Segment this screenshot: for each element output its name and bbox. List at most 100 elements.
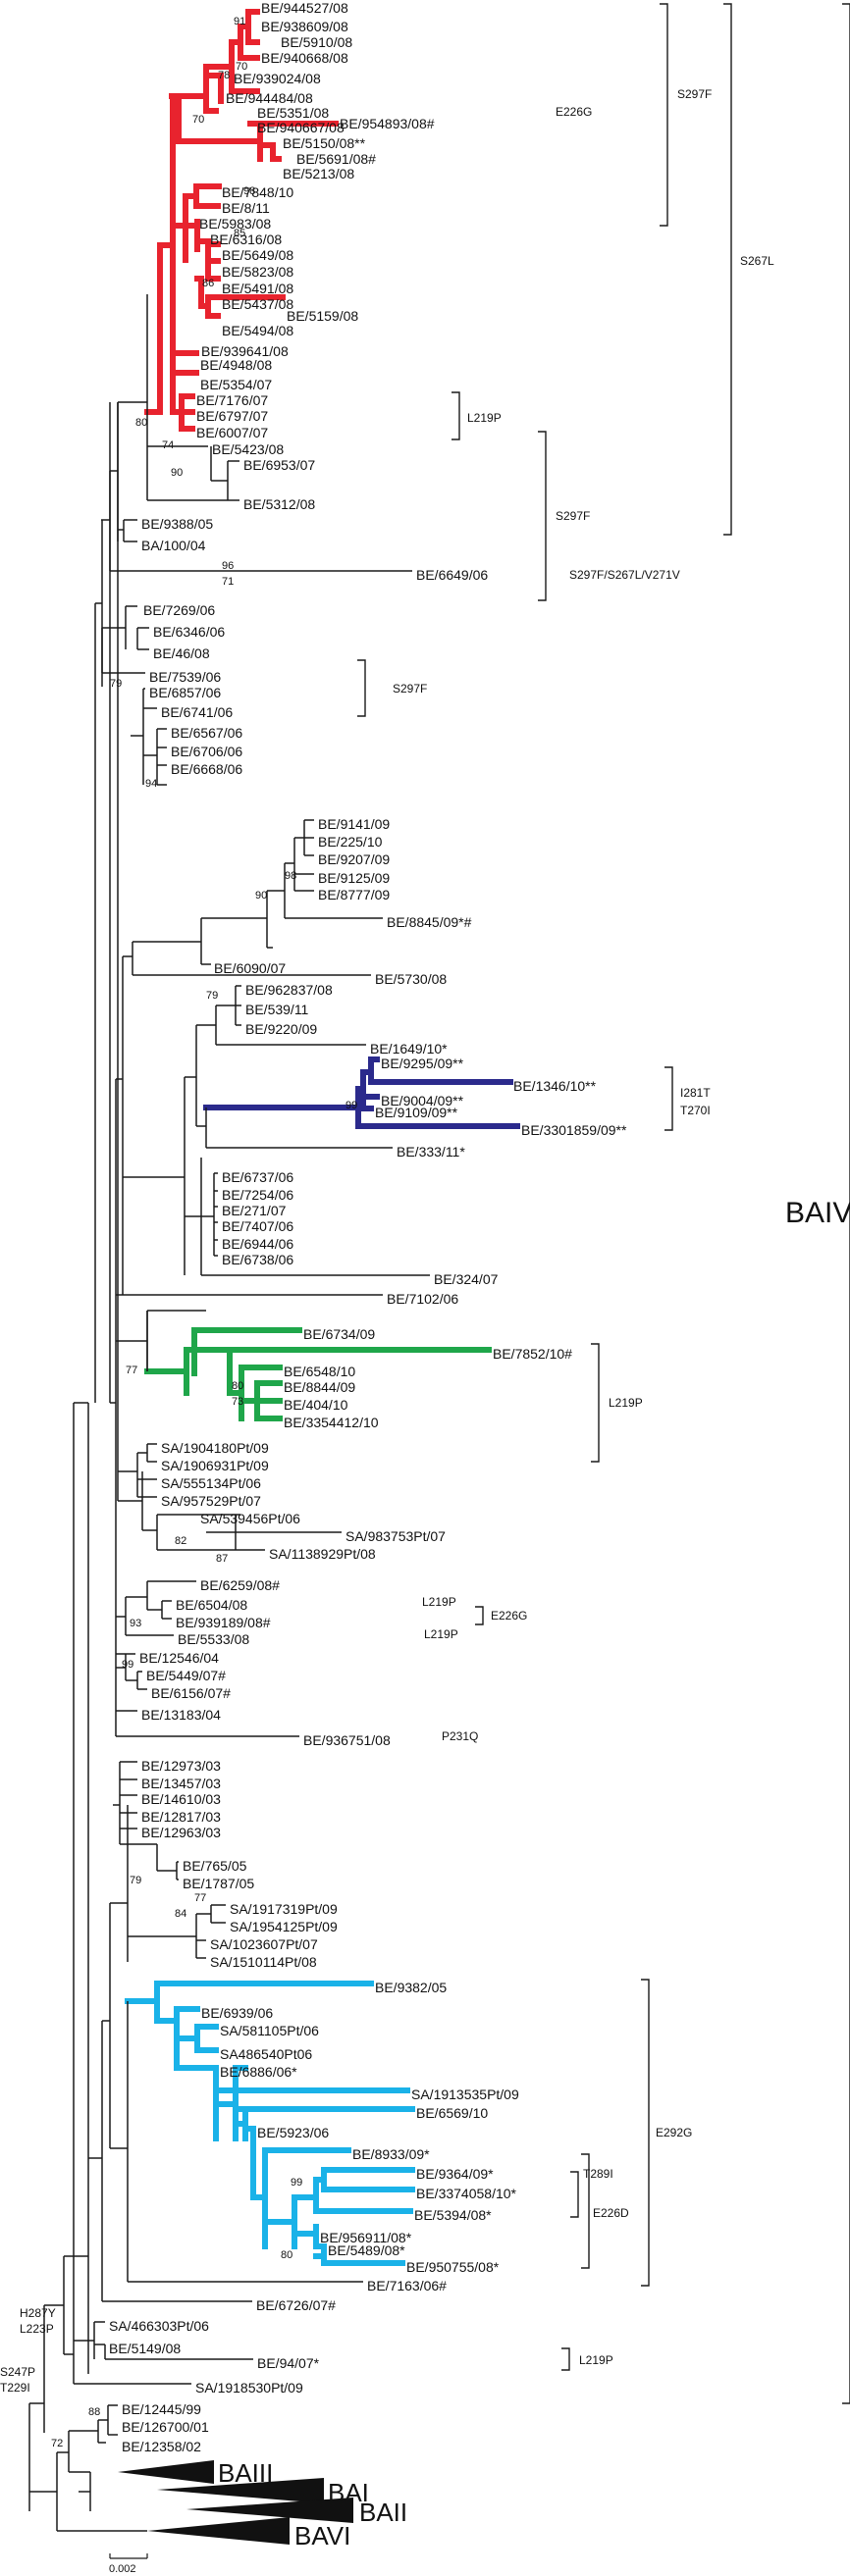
bracket-t289i	[570, 2171, 579, 2218]
leaf-label: BE/225/10	[318, 834, 383, 850]
leaf-label: BE/1787/05	[183, 1876, 254, 1891]
leaf-label: SA/1913535Pt/09	[411, 2087, 519, 2102]
leaf-label: BE/7163/06#	[367, 2278, 447, 2293]
bracket-e226g	[475, 1606, 484, 1625]
leaf-label: BE/1346/10**	[513, 1078, 597, 1094]
bootstrap-value: 93	[130, 1618, 141, 1629]
leaf-label: BE/6007/07	[196, 425, 268, 440]
leaf-label: BE/938609/08	[261, 19, 348, 34]
leaf-label: BE/6668/06	[171, 761, 242, 777]
leaf-label: BE/8845/09*#	[387, 914, 472, 930]
bracket-s297f-lower	[357, 659, 366, 717]
leaf-label: BE/9125/09	[318, 870, 390, 886]
leaf-label: BE/5449/07#	[146, 1668, 226, 1683]
bracket-e292g	[641, 1979, 650, 2287]
leaf-label: BE/962837/08	[245, 982, 333, 998]
mutation-label: H287Y	[20, 2306, 56, 2320]
bracket-e226d	[581, 2153, 590, 2269]
bootstrap-value: 90	[171, 467, 183, 479]
leaf-label: BE/956911/08*	[320, 2230, 412, 2245]
leaf-label: BE/7269/06	[143, 602, 215, 618]
leaf-label: SA/1906931Pt/09	[161, 1458, 269, 1473]
leaf-label: BE/9388/05	[141, 516, 213, 532]
leaf-label: BE/7102/06	[387, 1291, 458, 1307]
leaf-label: BE/5394/08*	[414, 2207, 492, 2223]
bootstrap-value: 74	[162, 439, 174, 451]
bootstrap-value: 73	[232, 1396, 243, 1408]
leaf-label: BE/5159/08	[287, 308, 358, 324]
scale-bar-label: 0.002	[109, 2563, 136, 2575]
mutation-label: L219P	[609, 1396, 643, 1410]
bracket-l219p-green	[591, 1343, 600, 1463]
bootstrap-value: 87	[216, 1553, 228, 1565]
mutation-label: I281T	[680, 1086, 711, 1100]
bootstrap-value: 80	[281, 2249, 292, 2261]
leaf-label: BE/3374058/10*	[416, 2186, 517, 2201]
bootstrap-value: 78	[218, 70, 230, 81]
leaf-label: BE/944484/08	[226, 90, 313, 106]
genotype-label-baiv: BAIV	[785, 1197, 850, 1229]
leaf-label: BE/1649/10*	[370, 1041, 448, 1056]
leaf-label: BE/6567/06	[171, 725, 242, 741]
leaf-label: BE/5491/08	[222, 281, 293, 296]
genotype-label-bavi: BAVI	[294, 2521, 350, 2550]
leaf-label: BE/4948/08	[200, 357, 272, 373]
leaf-label: BE/939641/08	[201, 343, 289, 359]
leaf-label: BE/940667/08	[257, 120, 345, 135]
bootstrap-value: 71	[222, 576, 234, 588]
leaf-label: BE/8933/09*	[352, 2146, 430, 2162]
mutation-label: L223P	[20, 2322, 54, 2336]
bootstrap-value: 72	[51, 2438, 63, 2449]
leaf-label: BA/100/04	[141, 538, 206, 553]
bootstrap-value: 98	[243, 185, 255, 197]
bootstrap-value: 88	[88, 2406, 100, 2418]
genotype-label-baiii: BAIII	[218, 2458, 273, 2488]
leaf-label: BE/94/07*	[257, 2355, 320, 2371]
leaf-label: BE/9364/09*	[416, 2166, 494, 2182]
bootstrap-value: 99	[291, 2177, 302, 2189]
leaf-label: BE/9295/09**	[381, 1056, 464, 1071]
leaf-label: BE/950755/08*	[406, 2259, 500, 2275]
leaf-label: BE/271/07	[222, 1203, 287, 1218]
mutation-label: P231Q	[442, 1729, 478, 1743]
leaf-label: BE/5149/08	[109, 2341, 181, 2356]
leaf-label: BE/5437/08	[222, 296, 293, 312]
mutation-label: S297F/S267L/V271V	[569, 568, 680, 582]
leaf-label: BE/13183/04	[141, 1707, 221, 1723]
leaf-label: BE/6734/09	[303, 1326, 375, 1342]
leaf-label: BE/6939/06	[201, 2005, 273, 2021]
leaf-label: SA/581105Pt/06	[220, 2023, 319, 2038]
leaf-label: BE/46/08	[153, 645, 210, 661]
leaf-label: BE/6156/07#	[151, 1685, 231, 1701]
leaf-label: BE/6797/07	[196, 408, 268, 424]
leaf-label: BE/12817/03	[141, 1809, 221, 1825]
leaf-label: BE/5351/08	[257, 105, 329, 121]
leaf-label: SA/983753Pt/07	[345, 1528, 446, 1544]
bootstrap-value: 84	[175, 1908, 186, 1920]
leaf-label: BE/939024/08	[234, 71, 321, 86]
leaf-label: BE/404/10	[284, 1397, 348, 1413]
mutation-label: E226D	[593, 2206, 629, 2220]
bootstrap-value: 80	[135, 417, 147, 429]
wedge-baiii	[118, 2460, 214, 2484]
leaf-label: BE/12546/04	[139, 1650, 219, 1666]
mutation-label: L219P	[424, 1627, 458, 1641]
leaf-label: BE/5150/08**	[283, 135, 366, 151]
leaf-label: BE/6726/07#	[256, 2297, 336, 2313]
leaf-label: BE/6504/08	[176, 1597, 247, 1613]
leaf-label: BE/6706/06	[171, 744, 242, 759]
leaf-label: BE/5354/07	[200, 377, 272, 392]
leaf-label: BE/13457/03	[141, 1776, 221, 1791]
leaf-label: BE/6649/06	[416, 567, 488, 583]
bootstrap-value: 98	[285, 870, 296, 882]
leaf-label: SA/555134Pt/06	[161, 1475, 261, 1491]
bootstrap-value: 77	[126, 1365, 137, 1376]
leaf-label: BE/12445/99	[122, 2401, 201, 2417]
mutation-label: T289I	[583, 2167, 613, 2181]
leaf-label: BE/6886/06*	[220, 2064, 297, 2080]
mutation-label: E226G	[556, 105, 592, 119]
mutation-label: L219P	[579, 2353, 613, 2367]
leaf-label: BE/5823/08	[222, 264, 293, 280]
leaf-label: BE/3301859/09**	[521, 1122, 627, 1138]
leaf-label: BE/6953/07	[243, 457, 315, 473]
